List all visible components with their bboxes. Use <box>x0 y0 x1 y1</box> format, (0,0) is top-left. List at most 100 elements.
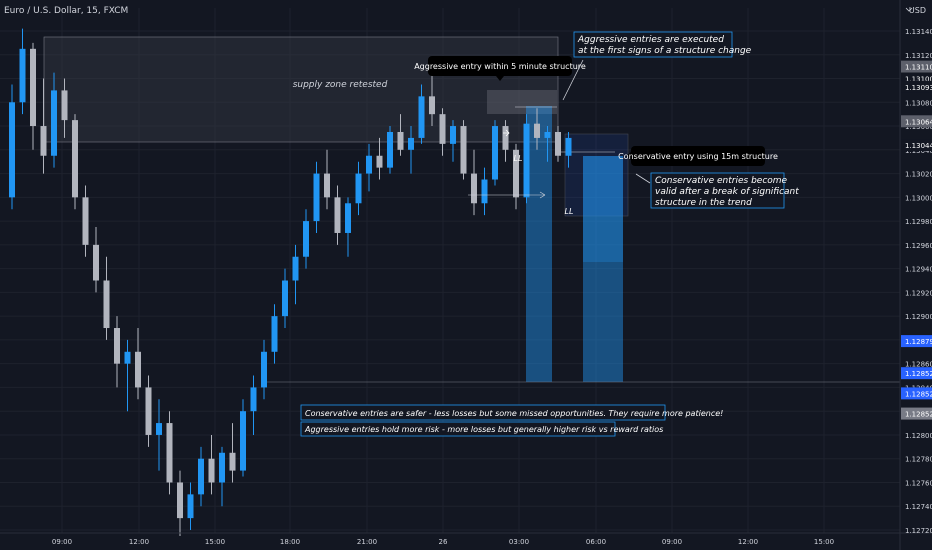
conservative-callout-box[interactable] <box>650 172 785 209</box>
candle-body[interactable] <box>9 102 15 198</box>
candle-body[interactable] <box>229 452 236 471</box>
aggressive-note-text: Aggressive entries hold more risk - more… <box>304 425 663 434</box>
conservative-stop-zone[interactable] <box>583 156 623 262</box>
price-badge <box>901 80 932 93</box>
candle-body[interactable] <box>513 149 519 198</box>
candle-body[interactable] <box>292 256 299 281</box>
price-tick-label: 1.13000 <box>905 194 932 202</box>
candle-body[interactable] <box>439 114 446 144</box>
chevron-down-icon <box>905 7 913 12</box>
candle-body[interactable] <box>565 137 572 156</box>
conservative-target-zone[interactable] <box>583 262 623 382</box>
candle-body[interactable] <box>61 90 68 121</box>
time-axis-ticks: 09:00 12:00 15:00 18:00 21:00 26 03:00 06:00 09:… <box>52 538 834 546</box>
candle-body[interactable] <box>240 411 246 471</box>
symbol-title[interactable]: Euro / U.S. Dollar, 15, FXCM <box>4 6 128 16</box>
conservative-note-box[interactable] <box>300 404 666 421</box>
candle-body[interactable] <box>366 155 372 174</box>
candle-body[interactable] <box>93 244 99 281</box>
candle-body[interactable] <box>177 482 183 519</box>
aggressive-callout-box[interactable] <box>573 31 733 58</box>
candle-body[interactable] <box>502 126 509 150</box>
candle-body[interactable] <box>387 131 393 168</box>
time-tick-label: 26 <box>439 538 448 546</box>
candle-body[interactable] <box>124 351 131 364</box>
price-badge <box>901 335 932 348</box>
price-badge-label: 1.13100 <box>905 76 932 84</box>
candle-body[interactable] <box>219 452 225 483</box>
aggressive-callout-arrow <box>562 59 584 101</box>
candle-body[interactable] <box>324 173 330 198</box>
price-badge-label: 1.13110 <box>905 64 932 72</box>
candle-body[interactable] <box>429 96 435 115</box>
price-tick-label: 1.12720 <box>905 527 932 535</box>
price-badge-label: 1.13064 <box>905 118 932 126</box>
candle-body[interactable] <box>40 126 47 156</box>
candle-body[interactable] <box>208 458 215 483</box>
candle-body[interactable] <box>303 221 309 257</box>
price-badge <box>901 367 932 380</box>
price-tick-label: 1.12760 <box>905 479 932 487</box>
conservative-callout-arrow <box>635 173 651 184</box>
candle-body[interactable] <box>51 90 57 156</box>
candle-body[interactable] <box>19 48 26 103</box>
price-badge-label: 1.13044 <box>905 142 932 150</box>
candle-body[interactable] <box>471 173 477 204</box>
supply-zone[interactable] <box>43 36 559 143</box>
currency-button[interactable] <box>903 3 929 17</box>
candle-body[interactable] <box>418 96 425 138</box>
candle-body[interactable] <box>313 173 320 222</box>
supply-zone-label: supply zone retested <box>293 80 388 90</box>
candle-body[interactable] <box>187 494 194 519</box>
price-tick-label: 1.12900 <box>905 313 932 321</box>
candle-body[interactable] <box>261 351 267 388</box>
candle-body[interactable] <box>534 123 540 138</box>
time-tick-label: 06:00 <box>586 538 606 546</box>
candle-body[interactable] <box>166 423 173 483</box>
aggressive-callout-line2: at the first signs of a structure change <box>578 46 752 56</box>
aggressive-note-box[interactable] <box>300 421 616 437</box>
candle-body[interactable] <box>198 458 204 495</box>
candle-body[interactable] <box>156 423 162 435</box>
candle-body[interactable] <box>282 280 288 317</box>
candle-body[interactable] <box>103 280 110 329</box>
candle-body[interactable] <box>355 173 362 204</box>
candle-body[interactable] <box>135 351 141 388</box>
candle-body[interactable] <box>345 203 351 233</box>
candle-body[interactable] <box>408 137 414 150</box>
price-badge <box>901 115 932 128</box>
price-badge-label: 1.12852 <box>905 390 932 398</box>
time-tick-label: 18:00 <box>280 538 300 546</box>
candle-body[interactable] <box>523 123 530 198</box>
aggressive-entry-zone[interactable] <box>487 90 557 114</box>
candle-body[interactable] <box>492 126 498 180</box>
candle-body[interactable] <box>72 120 78 198</box>
conservative-note-text: Conservative entries are safer - less lo… <box>305 409 723 418</box>
candle-body[interactable] <box>82 197 89 245</box>
candle-body[interactable] <box>114 328 120 364</box>
currency-selector[interactable]: USD <box>903 3 929 17</box>
candle-body[interactable] <box>145 387 152 435</box>
time-tick-label: 15:00 <box>814 538 834 546</box>
candle-body[interactable] <box>250 387 257 412</box>
aggressive-tooltip-box[interactable] <box>428 56 572 76</box>
candle-body[interactable] <box>481 179 488 204</box>
conservative-tooltip-text: Conservative entry using 15m structure <box>618 152 778 161</box>
candle-body[interactable] <box>460 126 467 174</box>
conservative-tooltip-box[interactable] <box>631 146 765 166</box>
aggressive-target-zone[interactable] <box>526 106 552 382</box>
candle-body[interactable] <box>397 131 404 150</box>
candle-body[interactable] <box>450 126 456 144</box>
candle-body[interactable] <box>544 131 551 138</box>
candles <box>9 28 572 536</box>
time-tick-label: 15:00 <box>205 538 225 546</box>
candle-body[interactable] <box>555 131 561 156</box>
candle-body[interactable] <box>376 155 383 168</box>
candle-body[interactable] <box>30 48 36 127</box>
candle-body[interactable] <box>271 316 278 352</box>
price-tick-label: 1.13080 <box>905 99 932 107</box>
candle-body[interactable] <box>334 197 341 233</box>
currency-label: USD <box>909 6 926 15</box>
